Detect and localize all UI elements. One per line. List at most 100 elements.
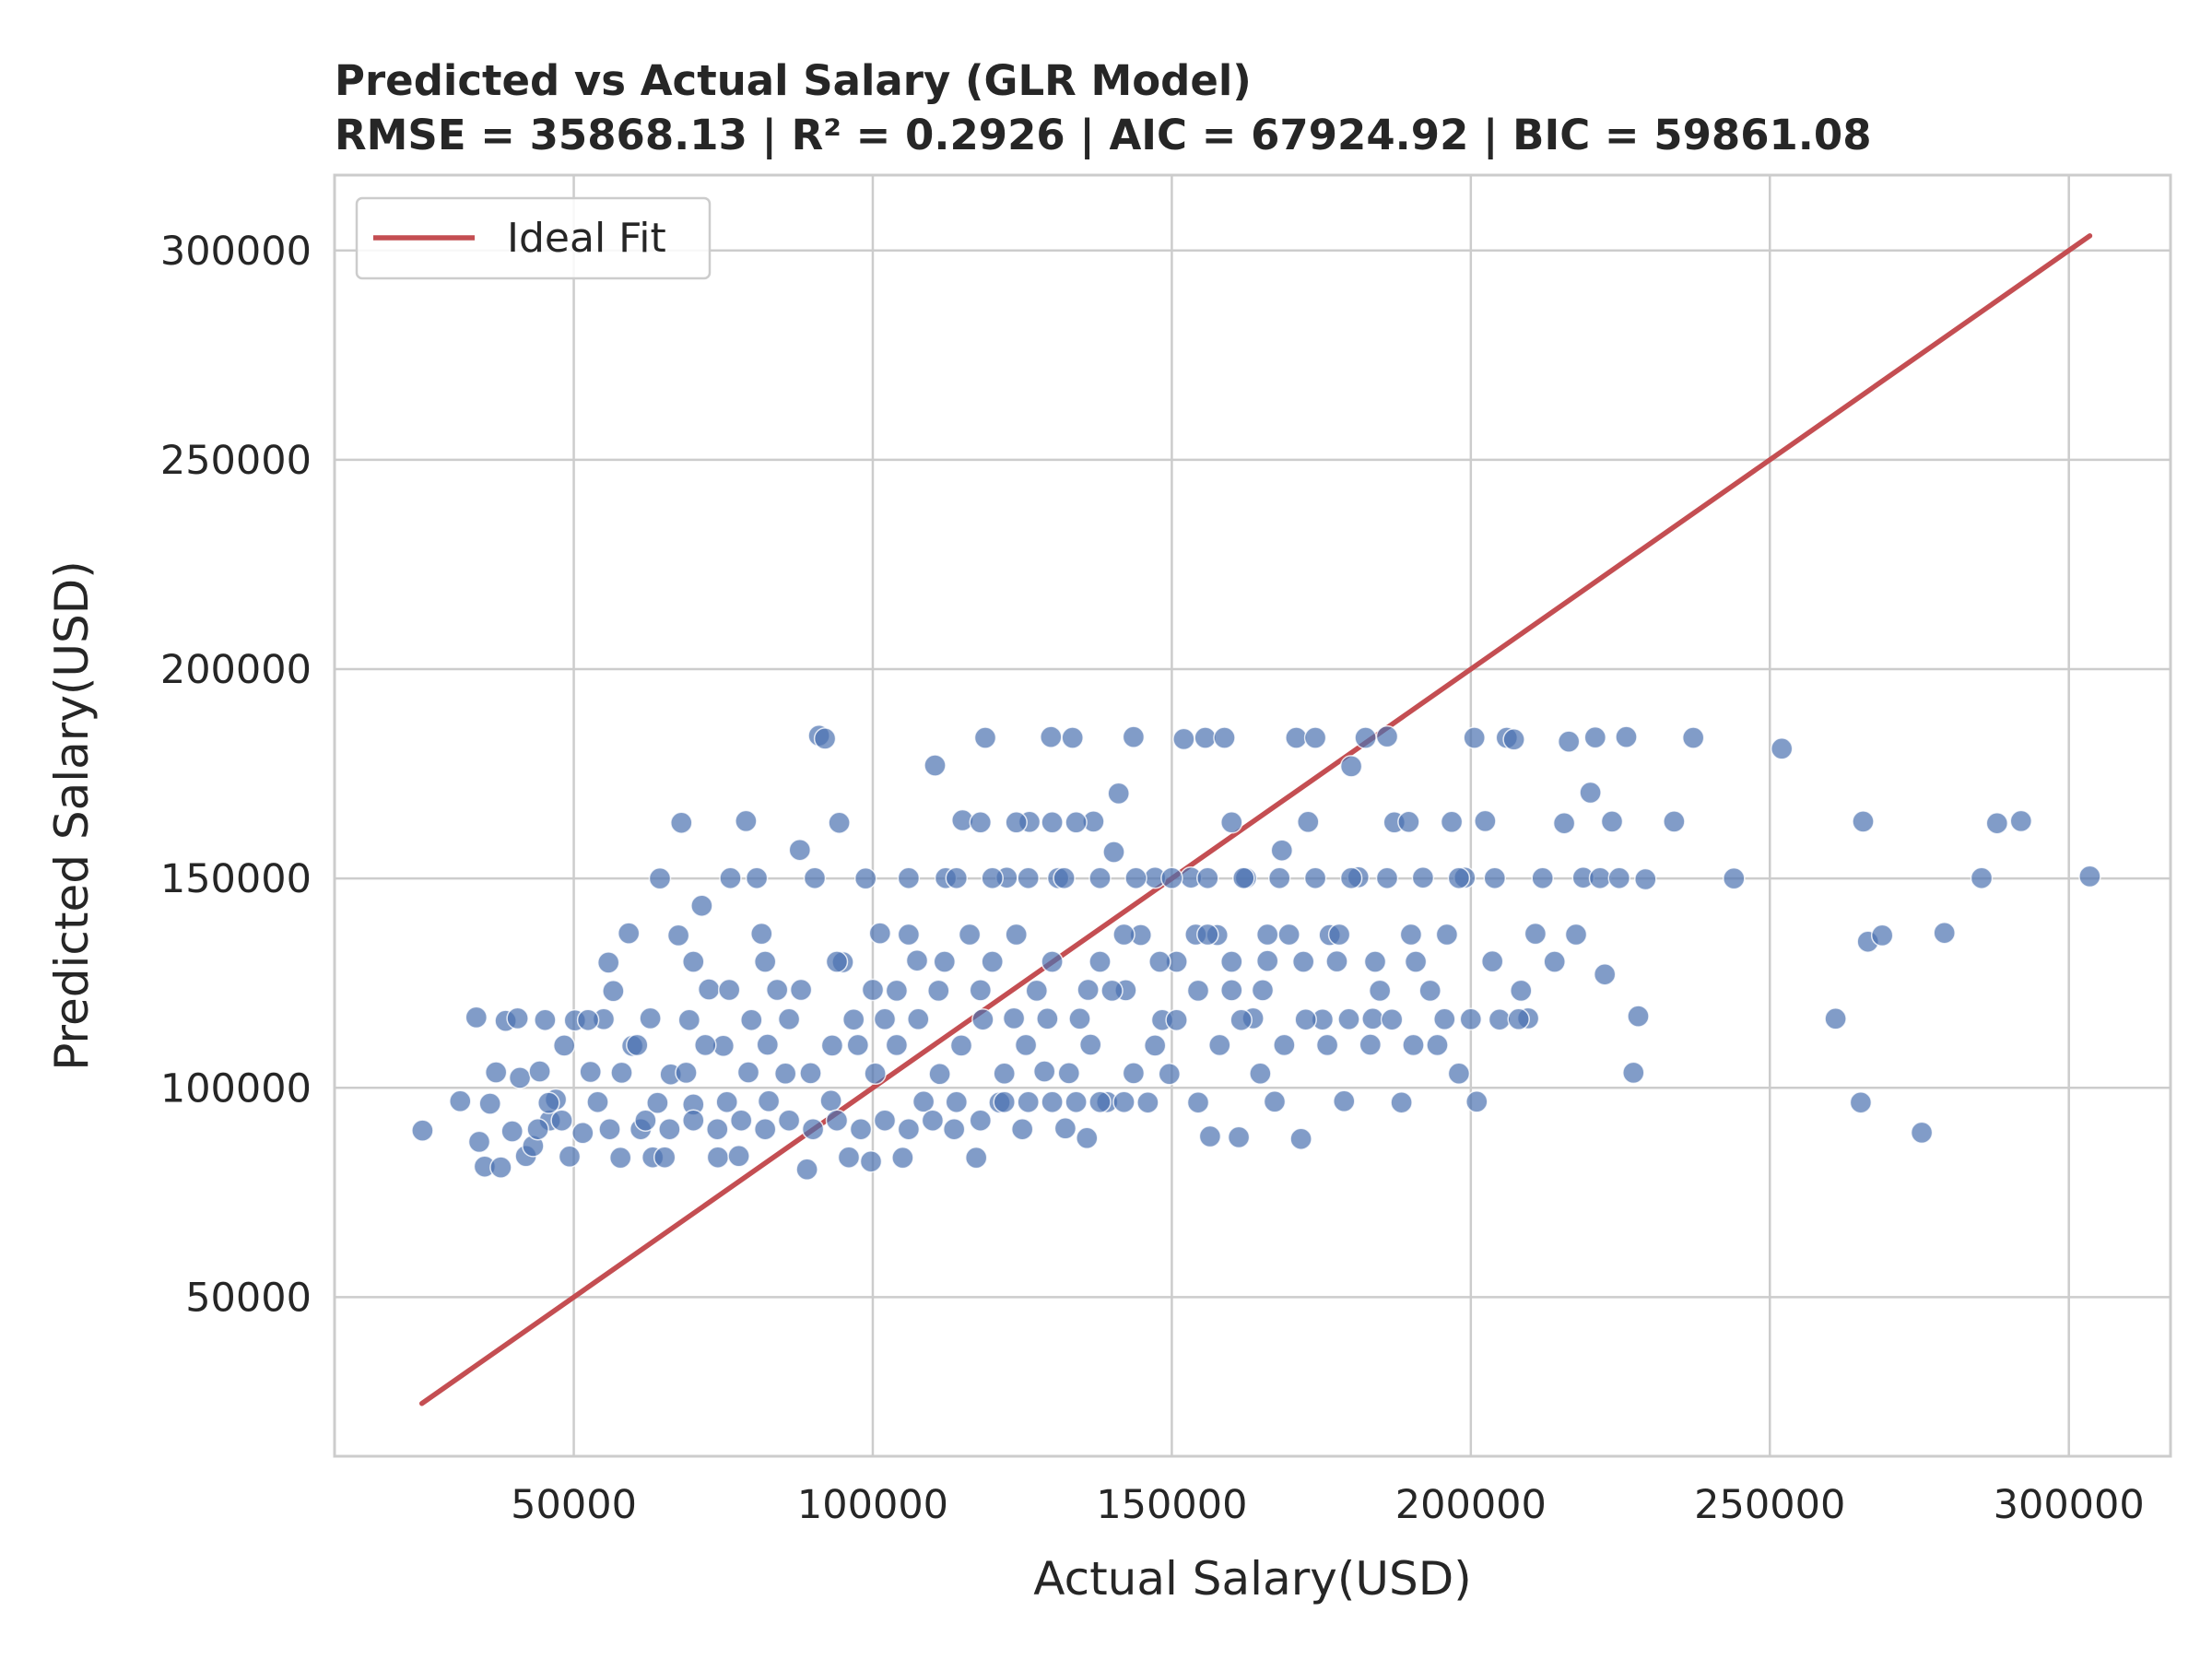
data-point (897, 866, 921, 889)
data-point (1251, 979, 1275, 1002)
data-point (508, 1066, 532, 1089)
data-point (1088, 866, 1112, 889)
x-tick-labels: 50000 100000 150000 200000 250000 300000 (511, 1482, 2145, 1528)
data-point (933, 950, 957, 973)
data-point (1315, 1033, 1339, 1057)
data-point (1057, 1062, 1081, 1085)
data-point (907, 1007, 930, 1031)
data-point (682, 950, 705, 973)
data-point (1325, 949, 1348, 973)
data-point (837, 1146, 861, 1169)
data-point (1025, 979, 1049, 1003)
data-point (1337, 1007, 1360, 1031)
data-point (1303, 866, 1327, 889)
chart-title: Predicted vs Actual Salary (GLR Model) (335, 56, 1252, 105)
data-point (1681, 726, 1705, 749)
legend-box (355, 196, 712, 280)
data-point (1480, 949, 1504, 973)
data-point (745, 866, 769, 889)
x-tick-label: 150000 (1096, 1482, 1247, 1528)
data-point (753, 950, 777, 973)
data-point (740, 1008, 763, 1031)
data-point (1014, 1033, 1038, 1057)
data-point (1088, 950, 1112, 973)
data-point (1852, 810, 1875, 833)
data-point (727, 1145, 750, 1168)
data-point (1088, 1090, 1112, 1113)
data-point (537, 1091, 560, 1114)
data-point (969, 1109, 993, 1132)
data-point (1849, 1090, 1873, 1114)
data-point (981, 950, 1004, 973)
data-point (971, 1007, 994, 1031)
data-point (828, 811, 851, 834)
data-point (1303, 726, 1327, 749)
data-point (964, 1146, 988, 1170)
data-point (1297, 810, 1320, 834)
data-point (1502, 728, 1525, 751)
data-point (550, 1109, 573, 1132)
data-point (1112, 1090, 1135, 1113)
data-point (653, 1146, 677, 1169)
data-point (825, 1109, 849, 1132)
data-point (1552, 811, 1576, 835)
data-point (596, 951, 620, 974)
data-point (1368, 979, 1392, 1003)
data-point (1970, 866, 1994, 889)
data-point (571, 1122, 594, 1145)
data-point (1148, 950, 1171, 973)
data-point (927, 979, 950, 1003)
data-point (697, 978, 721, 1001)
data-point (1588, 866, 1612, 889)
data-point (586, 1090, 609, 1113)
data-point (861, 978, 885, 1002)
data-point (1600, 810, 1624, 833)
data-point (465, 1006, 488, 1030)
data-point (1531, 866, 1554, 889)
data-point (1068, 1007, 1091, 1030)
data-point (1032, 1060, 1056, 1083)
data-point (969, 979, 993, 1002)
data-point (1418, 979, 1441, 1003)
data-point (610, 1061, 633, 1085)
data-point (1607, 866, 1631, 889)
data-point (1255, 923, 1279, 947)
data-point (1232, 866, 1255, 889)
data-point (853, 866, 877, 890)
y-tick-label: 100000 (160, 1065, 312, 1112)
data-point (608, 1146, 632, 1170)
data-point (658, 1117, 681, 1141)
data-point (1041, 950, 1064, 973)
data-point (1327, 923, 1351, 947)
data-point (873, 1109, 897, 1132)
data-point (1291, 950, 1315, 973)
data-point (841, 1007, 865, 1031)
data-point (1208, 1033, 1231, 1057)
data-point (1002, 1006, 1026, 1030)
data-point (864, 1062, 887, 1086)
data-point (1227, 1125, 1251, 1149)
data-point (1440, 810, 1464, 834)
data-point (1593, 962, 1617, 986)
data-point (868, 922, 892, 945)
data-point (1985, 811, 2009, 835)
data-point (648, 866, 672, 890)
data-point (484, 1061, 508, 1084)
data-point (1933, 921, 1956, 945)
data-point (924, 754, 947, 777)
data-point (478, 1092, 501, 1115)
data-point (467, 1130, 491, 1154)
data-point (1122, 725, 1146, 748)
data-point (1263, 1090, 1287, 1113)
data-point (1397, 810, 1420, 834)
data-point (1910, 1121, 1934, 1145)
data-point (1723, 866, 1746, 890)
data-point (1447, 866, 1471, 889)
data-point (576, 1008, 600, 1031)
y-tick-label: 200000 (160, 647, 312, 693)
x-axis-label: Actual Salary(USD) (1033, 1552, 1471, 1606)
data-point (706, 1117, 729, 1141)
data-point (1622, 1061, 1645, 1085)
data-point (949, 1034, 973, 1057)
data-point (1524, 922, 1547, 946)
